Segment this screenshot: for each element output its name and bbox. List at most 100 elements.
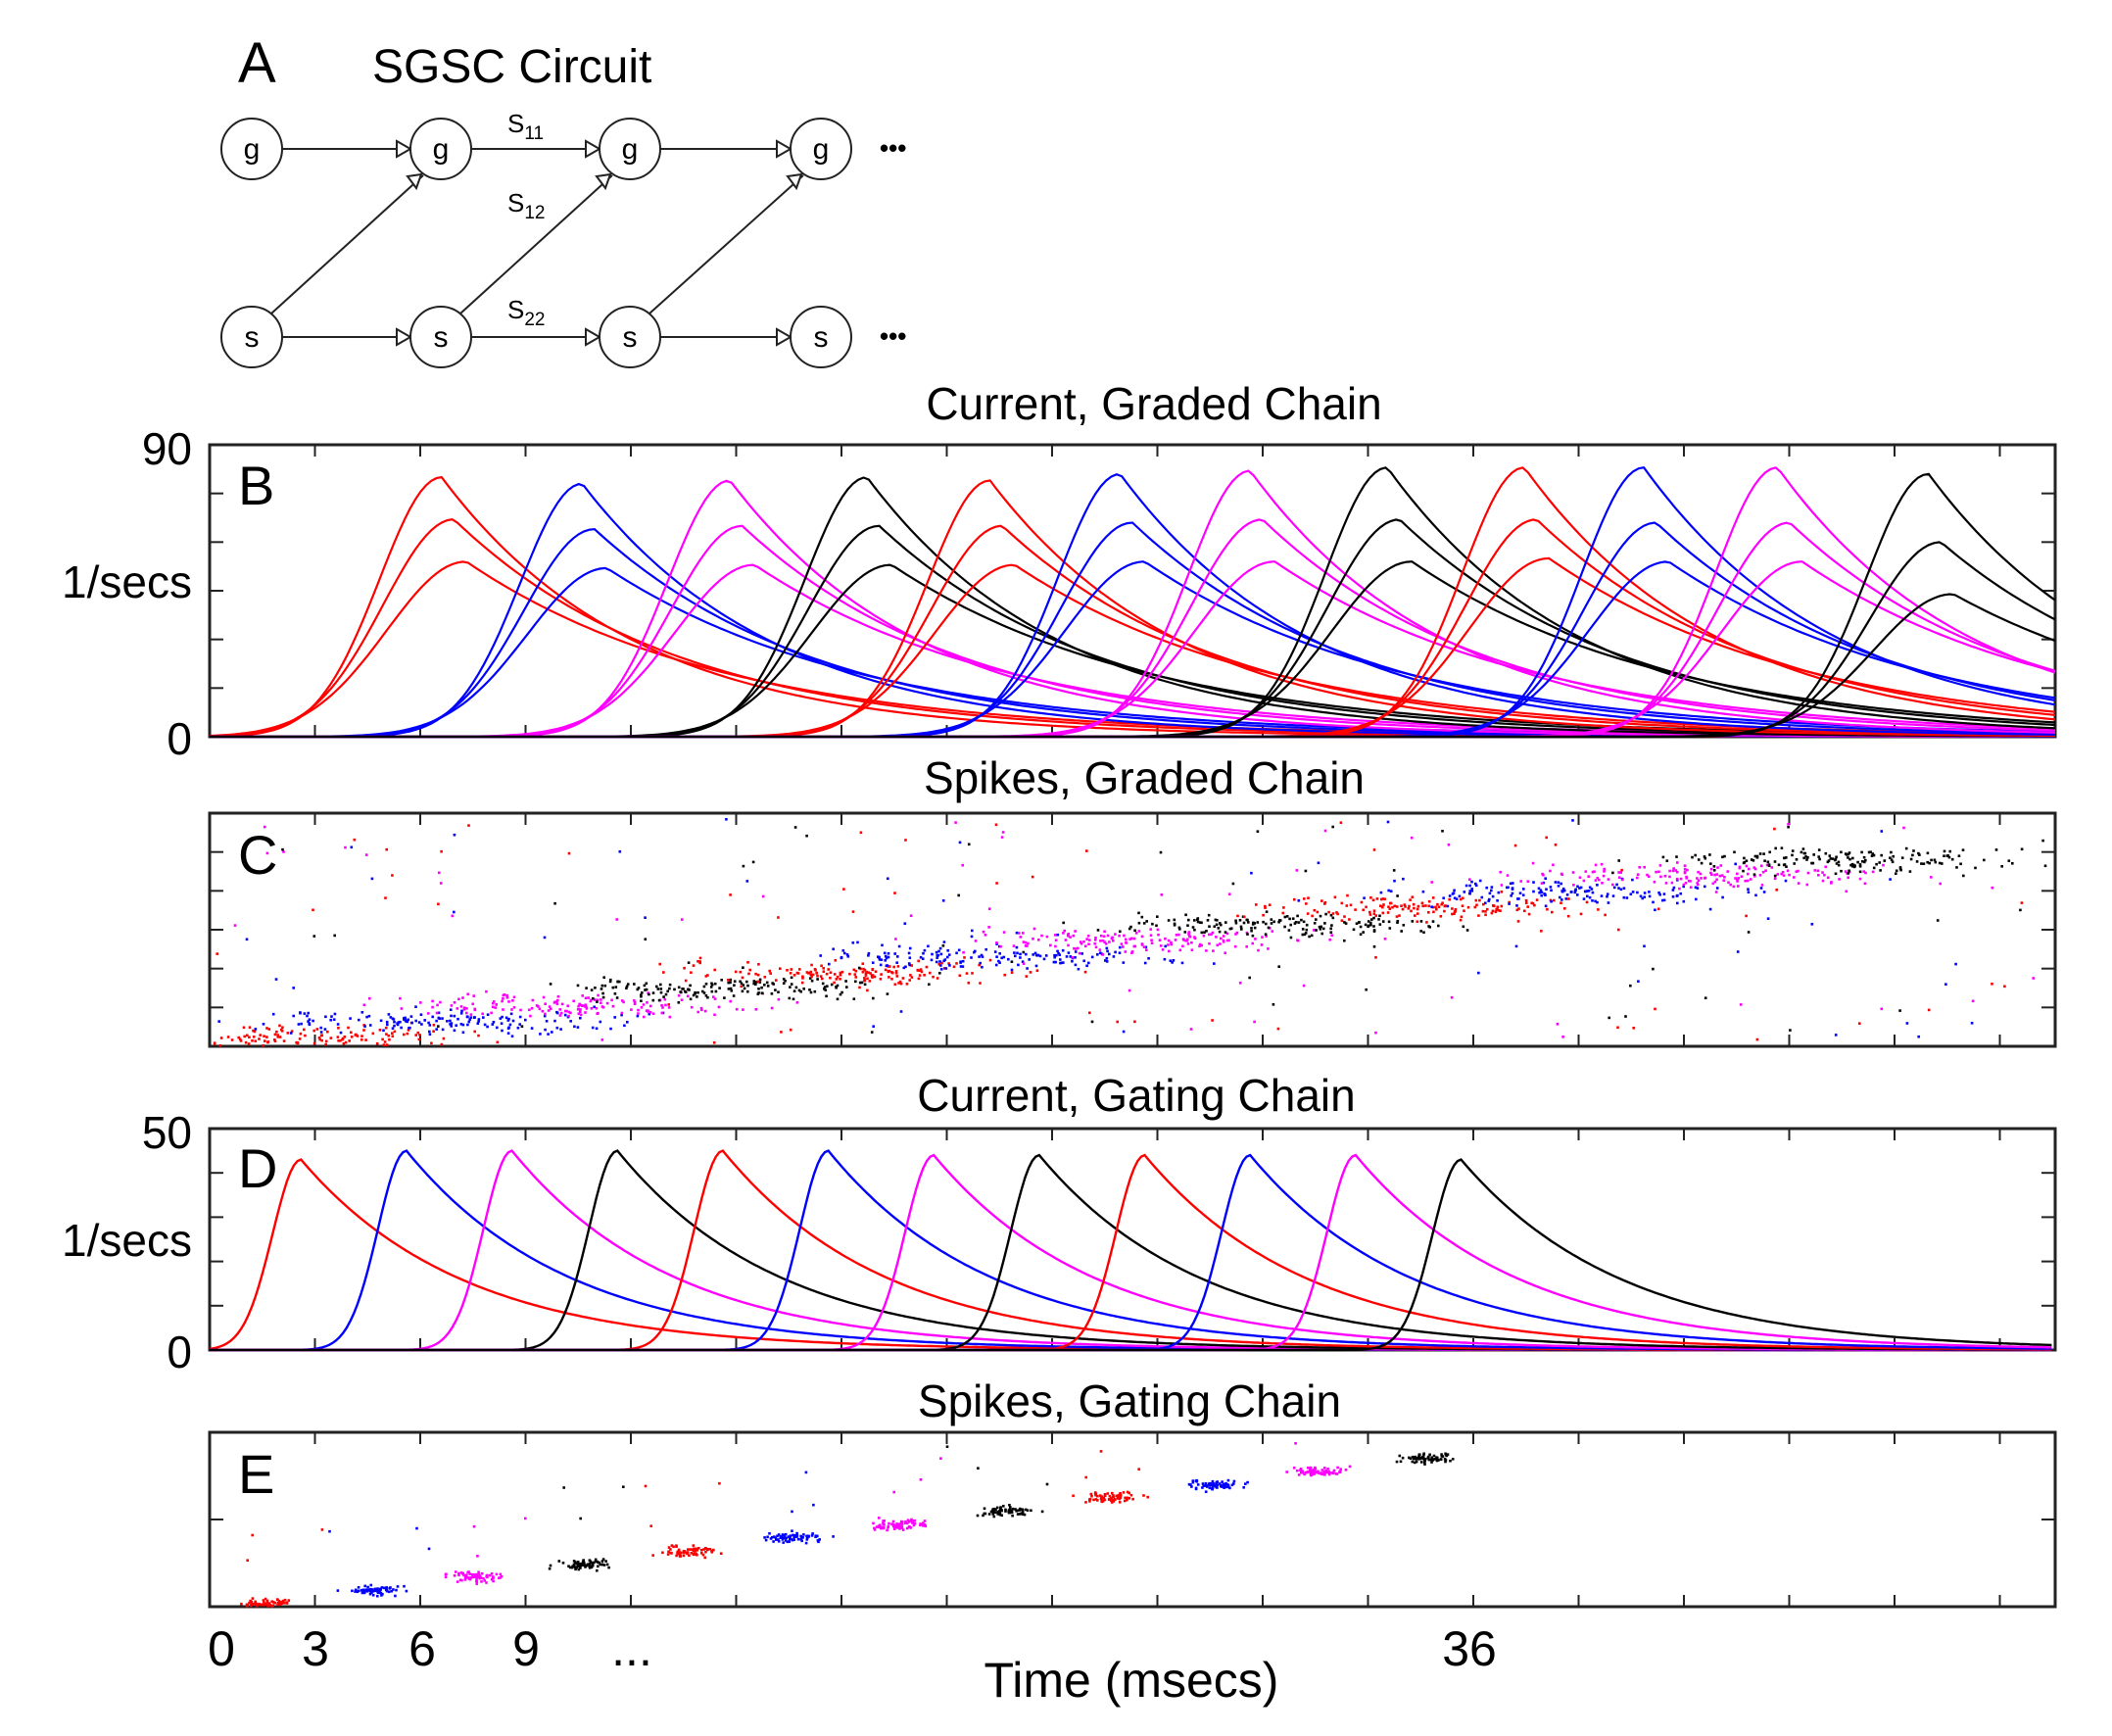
spike [1683,864,1687,867]
spike [1933,858,1937,862]
spike [655,985,658,989]
spike [651,1554,654,1557]
spike [1542,881,1546,885]
spike [1104,959,1107,962]
spike [1672,886,1676,890]
spike [1200,921,1203,925]
spike [1395,915,1399,918]
spike [863,969,867,972]
spike [1417,1455,1420,1459]
spike [591,1026,595,1030]
spike [2020,847,2024,851]
spike [582,1559,585,1562]
spike [318,1037,321,1041]
spike [686,1551,690,1554]
spike [480,1571,484,1575]
spike [1326,1468,1329,1471]
spike [324,1039,328,1043]
spike [1691,855,1694,859]
spike [390,1589,394,1593]
spike [789,1537,792,1541]
spike [469,1013,473,1016]
spike [1414,914,1416,917]
spike [437,1016,441,1020]
spike [391,1017,395,1020]
spike [242,1026,246,1030]
spike [774,989,777,991]
spike [1453,896,1457,899]
spike [793,826,797,829]
g-node-3-label: g [622,133,639,166]
spike [821,982,825,986]
spike [1322,1471,1326,1473]
spike [699,1006,703,1010]
spike [544,1028,547,1032]
spike [607,1566,610,1569]
spike [1791,853,1794,857]
spike [492,1021,496,1024]
spike [1023,1513,1027,1517]
spike [1574,889,1577,892]
spike [745,880,749,883]
spike [1374,914,1377,917]
spike [1762,891,1766,893]
spike [1323,922,1326,925]
spike [714,989,718,993]
spike [1334,1472,1338,1475]
spike [1173,918,1176,922]
spike [1576,893,1579,896]
spike [237,1036,240,1039]
spike [502,997,504,1000]
spike [1443,909,1446,913]
spike [810,963,813,967]
spike [473,1573,476,1576]
spike [836,984,840,988]
spike [1596,900,1599,904]
spike [1000,1514,1003,1518]
spike [692,1553,696,1557]
spike [1437,924,1440,928]
spike [272,1601,275,1604]
spike [993,950,997,953]
spike [1675,870,1679,874]
spike [748,968,751,972]
spike [1750,858,1753,861]
spike [867,971,870,974]
spike [1372,916,1375,920]
g-node-1-label: g [244,133,261,166]
s-node-1 [220,306,283,368]
spike [1146,1495,1149,1499]
spike [1343,939,1346,942]
spike [852,968,856,972]
spike [1708,853,1711,856]
spike [646,1001,648,1004]
spike [1278,919,1282,922]
spike [1927,1008,1931,1012]
spike [1774,846,1777,850]
spike [1327,1472,1331,1476]
spike [1251,923,1255,926]
panel-d-ylabel: 1/secs [62,1215,192,1266]
spike [719,1552,723,1555]
spike [704,1547,707,1550]
spike [1107,1498,1111,1501]
spike [1212,1483,1215,1486]
spike [265,851,269,855]
spike [472,994,475,997]
spike [832,1535,835,1538]
spike [938,946,942,950]
spike [893,892,896,894]
spike [1411,920,1415,923]
spike [1853,864,1856,867]
spike [1879,869,1882,872]
spike [1889,856,1892,859]
spike [895,1526,899,1529]
spike [580,1563,583,1566]
spike [1713,873,1716,877]
spike [1242,921,1246,925]
spike [1773,827,1776,831]
spike [449,1019,452,1023]
panel-c-title: Spikes, Graded Chain [924,752,1365,803]
spike [858,981,862,985]
spike [1753,867,1757,871]
